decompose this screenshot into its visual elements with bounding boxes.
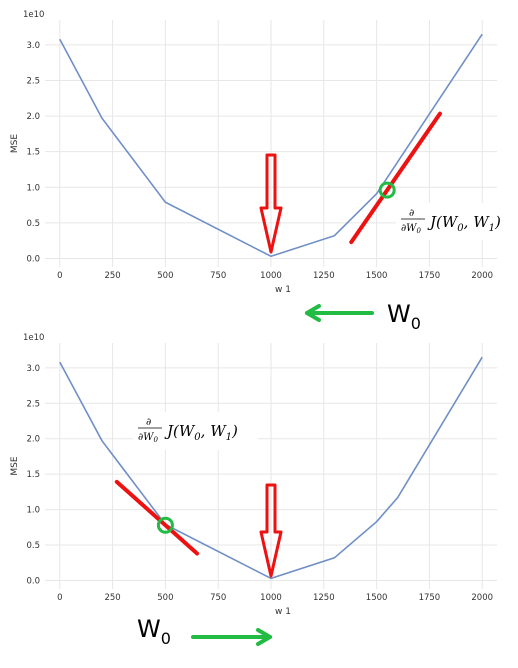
formula-part: J(W (164, 422, 196, 440)
x-tick-label: 1000 (260, 271, 282, 281)
formula-part: J(W (427, 213, 459, 231)
x-tick-label: 1000 (260, 593, 282, 603)
y-tick-label: 2.0 (26, 435, 40, 445)
y-tick-label: 1.0 (26, 183, 40, 193)
x-tick-label: 750 (210, 593, 226, 603)
y-tick-label: 3.0 (26, 41, 40, 51)
formula-body: J(W0, W1) (164, 422, 238, 443)
y-tick-label: 2.5 (26, 77, 40, 87)
y-tick-label: 0.5 (26, 219, 40, 229)
y-tick-label: 1.5 (26, 148, 40, 158)
chart-panel-1: 0 250 500 750 1000 1250 1500 1750 20000.00.51.01… (10, 10, 518, 333)
formula-box (133, 412, 258, 450)
formula-part: ) (231, 422, 238, 440)
direction-arrow-head (256, 628, 272, 646)
y-axis-label: MSE (10, 134, 20, 153)
x-tick-label: 2000 (471, 271, 493, 281)
tangent-line (349, 111, 442, 245)
y-axis-label: MSE (10, 456, 20, 475)
x-tick-label: 1750 (419, 271, 441, 281)
y-tick-label: 0.0 (26, 576, 40, 586)
formula-denominator: ∂W0 (401, 223, 421, 235)
x-tick-label: 2000 (471, 593, 493, 603)
x-axis-label: w 1 (275, 285, 291, 295)
x-tick-label: 250 (104, 593, 120, 603)
y-tick-label: 2.0 (26, 112, 40, 122)
formula-denominator: ∂W0 (138, 432, 158, 444)
w0-label: W0 (137, 615, 171, 648)
minimum-down-arrow (259, 483, 283, 578)
direction-arrow-head (305, 304, 321, 322)
y-tick-label: 1.0 (26, 506, 40, 516)
formula-subscript-0: 0 (194, 432, 201, 443)
x-tick-label: 1750 (419, 593, 441, 603)
x-tick-label: 1500 (366, 271, 388, 281)
w0-label-subscript: 0 (161, 629, 171, 648)
formula-box (396, 203, 518, 240)
tangent-point-marker (156, 516, 174, 534)
formula-subscript-0: 0 (457, 223, 464, 234)
y-exponent-label: 1e10 (23, 10, 44, 20)
y-exponent-label: 1e10 (23, 333, 44, 343)
y-tick-label: 0.0 (26, 254, 40, 264)
y-tick-label: 0.5 (26, 541, 40, 551)
tangent-line (114, 479, 200, 556)
w0-label-subscript: 0 (411, 314, 421, 333)
formula-partial-symbol: ∂ (146, 417, 151, 428)
x-tick-label: 0 (57, 593, 62, 603)
minimum-down-arrow (259, 153, 283, 254)
w0-label: W0 (387, 300, 421, 333)
x-tick-label: 1250 (313, 271, 335, 281)
formula-partial-symbol: ∂ (409, 208, 414, 219)
x-tick-label: 1500 (366, 593, 388, 603)
mse-series-line (59, 356, 483, 580)
x-tick-label: 0 (57, 271, 62, 281)
formula-subscript-1: 1 (489, 223, 495, 234)
formula-part: , W (201, 422, 228, 440)
y-tick-label: 1.5 (26, 470, 40, 480)
formula-part: , W (464, 213, 491, 231)
formula-body: J(W0, W1) (427, 213, 501, 234)
formula-subscript-1: 1 (226, 432, 232, 443)
x-tick-label: 750 (210, 271, 226, 281)
x-tick-label: 1250 (313, 593, 335, 603)
chart-panel-2: 0 250 500 750 1000 1250 1500 1750 20000.00.51.01… (10, 333, 497, 648)
x-tick-label: 250 (104, 271, 120, 281)
formula-denominator-subscript: 0 (153, 436, 158, 444)
formula-denominator-subscript: 0 (416, 227, 421, 235)
y-tick-label: 3.0 (26, 364, 40, 374)
tangent-point-marker (378, 181, 396, 199)
x-tick-label: 500 (157, 271, 173, 281)
formula-part: ) (494, 213, 501, 231)
x-axis-label: w 1 (275, 607, 291, 617)
mse-series-line (59, 33, 483, 258)
x-tick-label: 500 (157, 593, 173, 603)
y-tick-label: 2.5 (26, 399, 40, 409)
